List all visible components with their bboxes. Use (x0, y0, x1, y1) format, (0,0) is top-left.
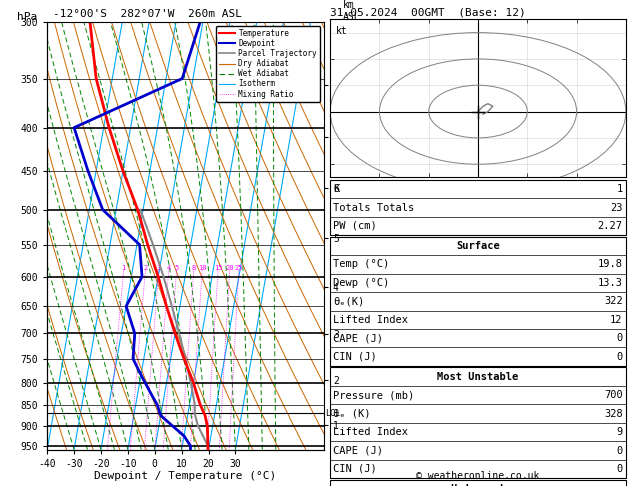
Text: 0: 0 (616, 333, 623, 343)
Text: Hodograph: Hodograph (450, 484, 506, 486)
Text: Lifted Index: Lifted Index (333, 427, 408, 437)
Text: 10: 10 (198, 264, 206, 271)
Text: 1: 1 (616, 184, 623, 194)
Text: θₑ(K): θₑ(K) (333, 296, 365, 306)
Text: θₑ (K): θₑ (K) (333, 409, 371, 418)
Text: 2.27: 2.27 (598, 221, 623, 231)
Text: CAPE (J): CAPE (J) (333, 446, 383, 455)
Text: 25: 25 (235, 264, 243, 271)
Text: 0: 0 (616, 464, 623, 474)
Text: 8: 8 (192, 264, 196, 271)
Text: -12°00'S  282°07'W  260m ASL: -12°00'S 282°07'W 260m ASL (53, 9, 242, 19)
Legend: Temperature, Dewpoint, Parcel Trajectory, Dry Adiabat, Wet Adiabat, Isotherm, Mi: Temperature, Dewpoint, Parcel Trajectory… (216, 26, 320, 102)
Text: Lifted Index: Lifted Index (333, 315, 408, 325)
Text: CIN (J): CIN (J) (333, 352, 377, 362)
Text: 20: 20 (225, 264, 234, 271)
Text: 31.05.2024  00GMT  (Base: 12): 31.05.2024 00GMT (Base: 12) (330, 7, 526, 17)
Text: Pressure (mb): Pressure (mb) (333, 390, 415, 400)
Text: hPa: hPa (17, 12, 37, 22)
Text: 322: 322 (604, 296, 623, 306)
Text: 12: 12 (610, 315, 623, 325)
Text: 2: 2 (143, 264, 148, 271)
Text: kt: kt (336, 26, 348, 36)
Text: 0: 0 (616, 446, 623, 455)
Text: Temp (°C): Temp (°C) (333, 260, 389, 269)
Text: © weatheronline.co.uk: © weatheronline.co.uk (416, 471, 540, 481)
Text: 13.3: 13.3 (598, 278, 623, 288)
Text: LCL: LCL (325, 409, 340, 418)
Text: K: K (333, 184, 340, 194)
Text: 23: 23 (610, 203, 623, 212)
Text: 15: 15 (214, 264, 222, 271)
Text: km
ASL: km ASL (343, 0, 361, 22)
Text: 5: 5 (174, 264, 179, 271)
Text: Surface: Surface (456, 241, 500, 251)
Text: 9: 9 (616, 427, 623, 437)
Text: 328: 328 (604, 409, 623, 418)
Text: Totals Totals: Totals Totals (333, 203, 415, 212)
Text: 4: 4 (167, 264, 171, 271)
X-axis label: Dewpoint / Temperature (°C): Dewpoint / Temperature (°C) (94, 471, 277, 481)
Text: Most Unstable: Most Unstable (437, 372, 519, 382)
Text: Dewp (°C): Dewp (°C) (333, 278, 389, 288)
Text: CAPE (J): CAPE (J) (333, 333, 383, 343)
Text: CIN (J): CIN (J) (333, 464, 377, 474)
Text: 0: 0 (616, 352, 623, 362)
Text: 700: 700 (604, 390, 623, 400)
Text: PW (cm): PW (cm) (333, 221, 377, 231)
Text: 1: 1 (121, 264, 126, 271)
Text: 19.8: 19.8 (598, 260, 623, 269)
Text: 3: 3 (157, 264, 161, 271)
